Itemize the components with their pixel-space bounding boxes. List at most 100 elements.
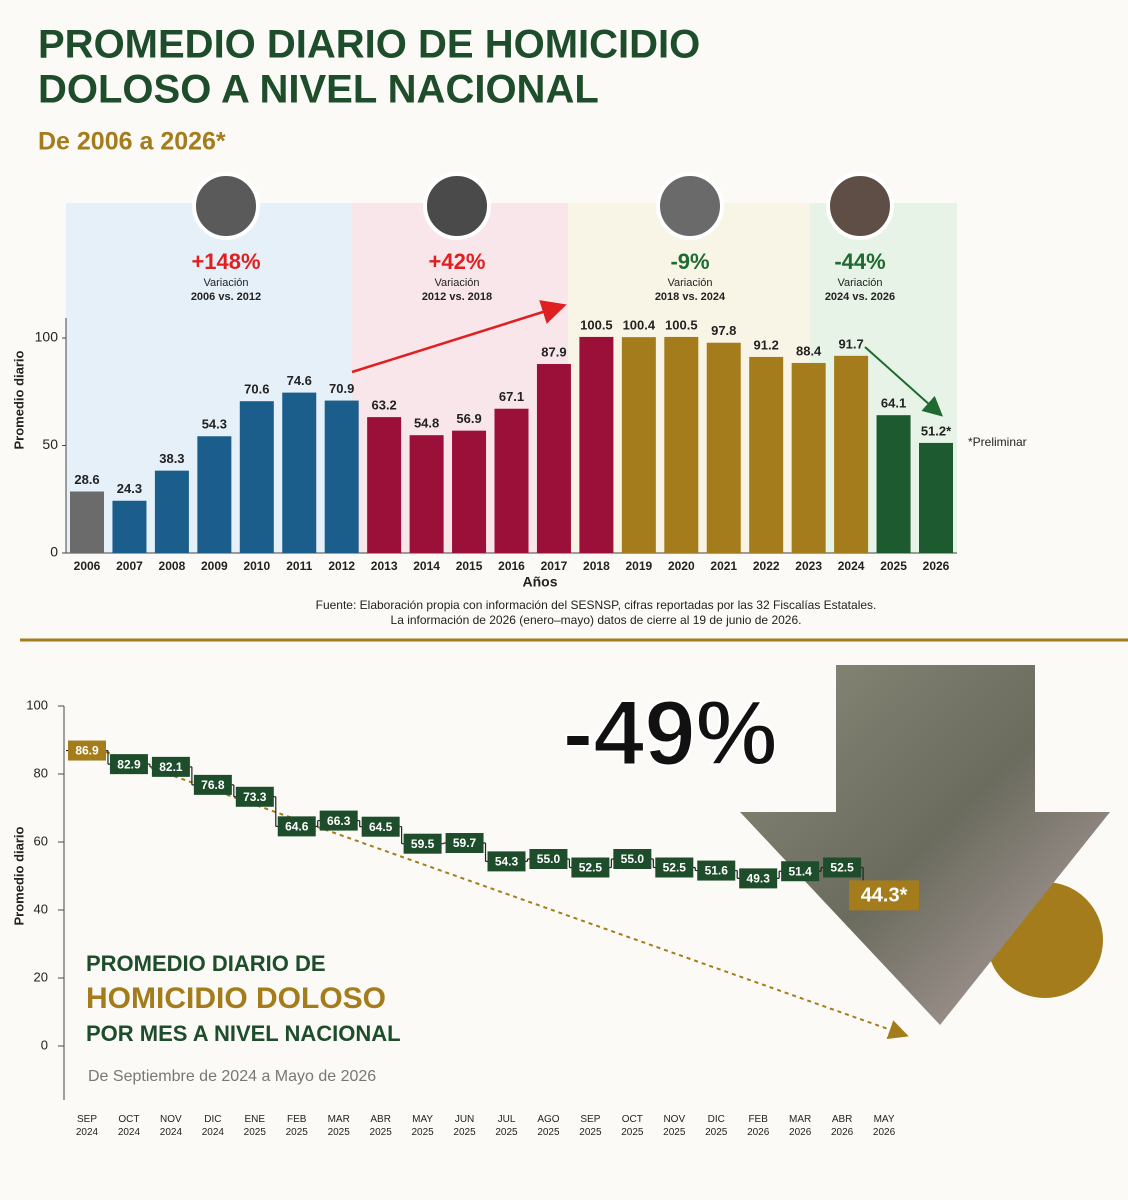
photo — [740, 665, 1110, 1025]
subtitle: De 2006 a 2026* — [38, 128, 226, 156]
source: Fuente: Elaboración propia con informaci… — [316, 598, 877, 612]
bar — [919, 442, 953, 553]
period-label: Variación — [667, 277, 712, 289]
y-tick-label: 100 — [26, 697, 48, 712]
y-tick-label: 60 — [34, 833, 48, 848]
value-label: 51.6 — [705, 864, 729, 878]
value-label: 56.9 — [456, 411, 481, 426]
chart-title-line: HOMICIDIO DOLOSO — [86, 982, 386, 1015]
portraits — [192, 172, 894, 240]
value-label: 55.0 — [537, 852, 561, 866]
bar — [367, 417, 402, 553]
x-tick-label: NOV 2024 — [159, 1114, 183, 1138]
x-tick-label: 2014 — [413, 559, 440, 573]
period-change: -44% — [834, 249, 885, 274]
y-tick-label: 0 — [41, 1037, 48, 1052]
x-tick-label: ENE 2025 — [243, 1114, 266, 1138]
x-tick-label: 2023 — [795, 559, 822, 573]
chart-subtitle: De Septiembre de 2024 a Mayo de 2026 — [88, 1068, 376, 1085]
value-label: 70.9 — [329, 381, 354, 396]
y-tick-label: 0 — [50, 544, 58, 560]
y-tick-label: 50 — [42, 436, 58, 452]
bar — [834, 355, 869, 553]
value-box — [277, 816, 316, 837]
x-tick-label: MAY 2025 — [411, 1114, 434, 1138]
x-tick-label: JUN 2025 — [453, 1114, 476, 1138]
x-tick-label: JUL 2025 — [495, 1114, 518, 1138]
value-label: 51.2* — [921, 423, 952, 438]
period-change: +148% — [191, 249, 260, 274]
value-box — [235, 786, 274, 807]
bar — [536, 364, 571, 553]
value-box — [849, 880, 920, 911]
portrait — [423, 172, 491, 240]
x-tick-label: 2011 — [286, 559, 312, 573]
x-tick-label: 2018 — [583, 559, 610, 573]
x-tick-label: DIC 2024 — [201, 1114, 224, 1138]
bar — [112, 500, 147, 553]
bar — [70, 491, 104, 553]
value-label: 97.8 — [711, 323, 736, 338]
x-tick-label: 2006 — [74, 559, 101, 573]
bar — [706, 342, 741, 553]
period-label: Variación — [203, 277, 248, 289]
trend-arrow — [864, 346, 943, 417]
x-tick-label: OCT 2024 — [117, 1114, 141, 1138]
portrait — [656, 172, 724, 240]
bar — [239, 401, 274, 553]
x-tick-label: 2024 — [838, 559, 865, 573]
title-line: DOLOSO A NIVEL NACIONAL — [38, 68, 599, 112]
y-tick-label: 100 — [35, 329, 59, 345]
change-callout: -49% — [563, 682, 778, 784]
bar — [791, 362, 826, 553]
period-range: 2012 vs. 2018 — [422, 291, 492, 303]
value-box — [361, 816, 400, 837]
value-label: 63.2 — [371, 398, 396, 413]
period-range: 2024 vs. 2026 — [825, 291, 895, 303]
x-tick-label: 2021 — [710, 559, 737, 573]
value-label: 64.6 — [285, 820, 309, 834]
value-box — [823, 857, 862, 878]
value-label: 88.4 — [796, 343, 822, 358]
y-tick-label: 40 — [34, 901, 48, 916]
x-tick-label: 2008 — [159, 559, 186, 573]
x-tick-label: DIC 2025 — [705, 1114, 728, 1138]
portrait — [192, 172, 260, 240]
y-tick-label: 20 — [34, 969, 48, 984]
value-box — [193, 774, 232, 795]
x-tick-label: MAR 2025 — [327, 1114, 350, 1138]
bar — [452, 430, 487, 553]
x-tick-label: NOV 2025 — [663, 1114, 686, 1138]
value-label: 52.5 — [663, 861, 687, 875]
bar — [749, 356, 784, 553]
x-tick-label: 2009 — [201, 559, 228, 573]
source: La información de 2026 (enero–mayo) dato… — [391, 613, 802, 627]
value-box — [655, 857, 694, 878]
value-label: 73.3 — [243, 790, 267, 804]
value-label: 49.3 — [747, 872, 771, 886]
x-tick-label: 2007 — [116, 559, 143, 573]
x-tick-label: 2025 — [880, 559, 907, 573]
period-range: 2006 vs. 2012 — [191, 291, 261, 303]
value-box — [571, 857, 610, 878]
bar — [409, 435, 444, 553]
value-label: 28.6 — [74, 472, 99, 487]
x-tick-label: 2017 — [541, 559, 568, 573]
bar — [197, 436, 232, 553]
value-box — [109, 754, 148, 775]
bar — [282, 392, 317, 553]
bar — [579, 336, 614, 553]
value-label: 100.5 — [665, 317, 698, 332]
value-label: 76.8 — [201, 778, 225, 792]
x-tick-label: 2012 — [328, 559, 355, 573]
value-box — [151, 756, 190, 777]
x-tick-label: FEB 2025 — [285, 1114, 308, 1138]
x-tick-label: ABR 2025 — [369, 1114, 392, 1138]
bar — [154, 470, 189, 553]
value-label: 82.1 — [159, 760, 183, 774]
period-label: Variación — [434, 277, 479, 289]
value-label: 91.2 — [754, 337, 779, 352]
x-tick-label: MAR 2026 — [789, 1114, 812, 1138]
x-tick-label: 2015 — [456, 559, 483, 573]
